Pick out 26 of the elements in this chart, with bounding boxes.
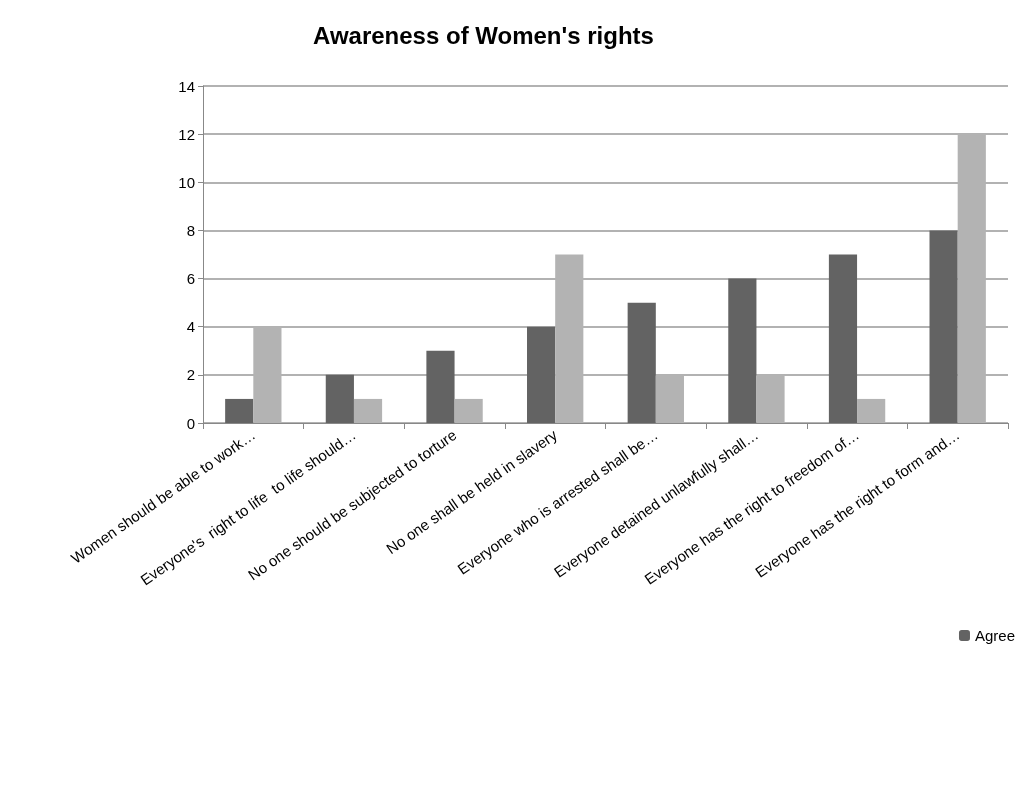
bar bbox=[728, 278, 757, 423]
bar bbox=[225, 398, 254, 423]
bar bbox=[929, 230, 958, 423]
bar bbox=[857, 398, 886, 423]
bar bbox=[253, 326, 282, 423]
y-tick-label: 0 bbox=[186, 414, 195, 432]
bar bbox=[454, 398, 483, 423]
bar bbox=[828, 254, 858, 423]
y-tick-label: 8 bbox=[186, 221, 195, 239]
chart-title: Awareness of Women's rights bbox=[313, 21, 654, 49]
y-tick-label: 14 bbox=[178, 77, 195, 95]
bar bbox=[527, 326, 556, 423]
bar bbox=[325, 374, 354, 423]
bar bbox=[426, 350, 455, 423]
bar bbox=[655, 374, 684, 423]
legend-label: Agree bbox=[974, 627, 1015, 644]
y-tick-label: 2 bbox=[186, 366, 195, 384]
y-tick-label: 10 bbox=[178, 173, 195, 191]
y-tick-label: 6 bbox=[186, 270, 195, 288]
bar bbox=[756, 374, 785, 423]
bar bbox=[957, 134, 986, 423]
bar bbox=[353, 398, 383, 423]
y-tick-label: 4 bbox=[186, 318, 195, 336]
bar bbox=[555, 254, 584, 423]
bar bbox=[627, 302, 656, 423]
y-tick-label: 12 bbox=[178, 125, 195, 143]
